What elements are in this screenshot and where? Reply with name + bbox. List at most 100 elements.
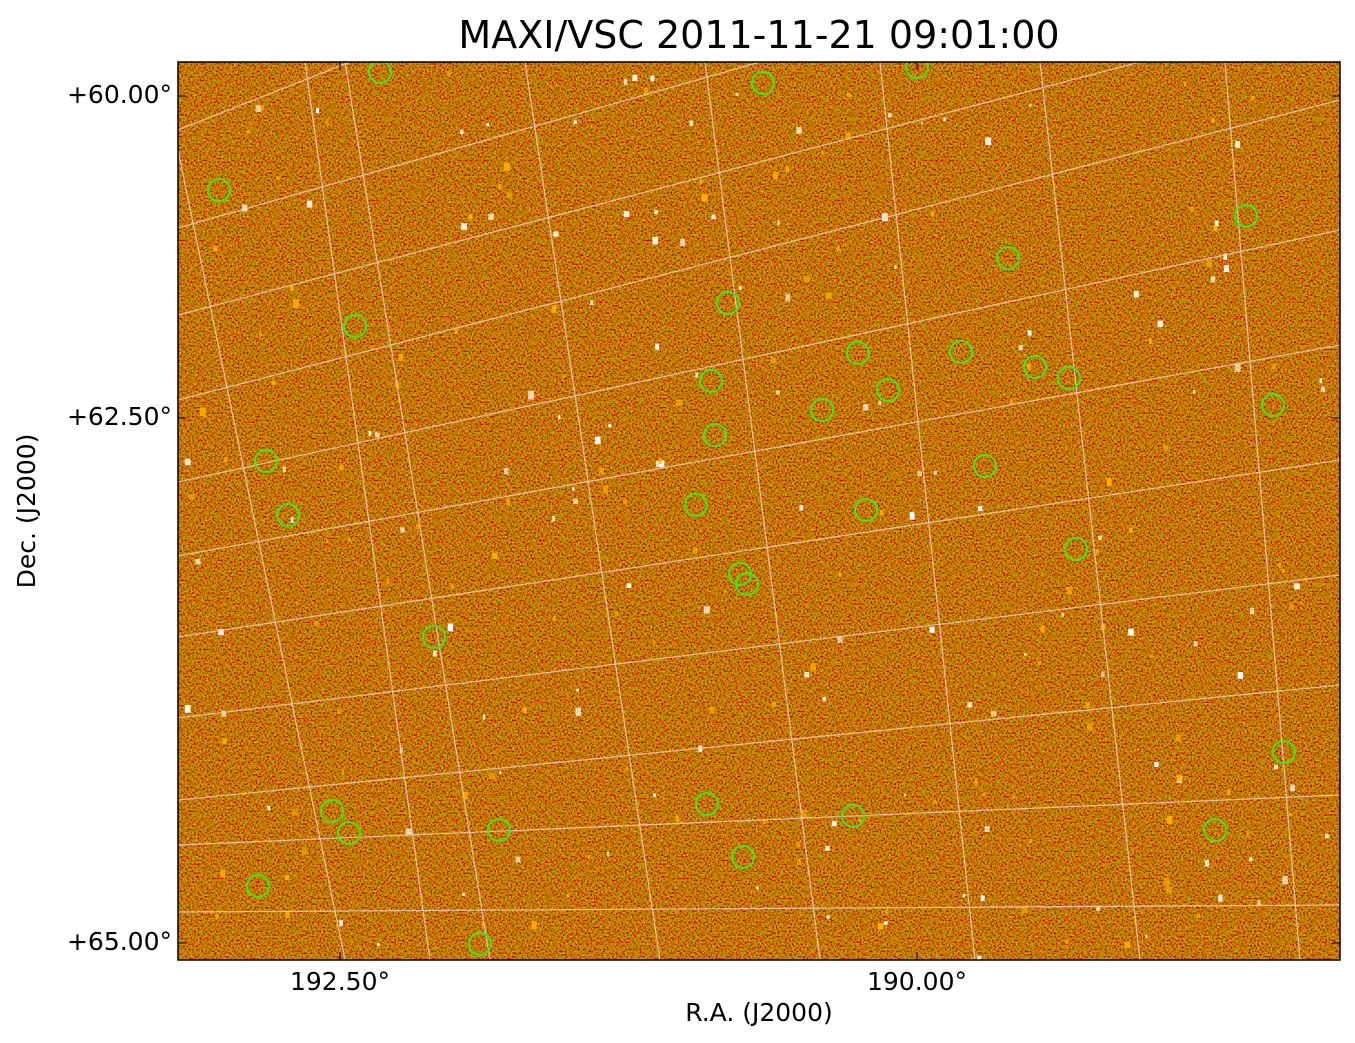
source bbox=[1124, 941, 1131, 949]
catalog-marker bbox=[368, 62, 392, 84]
source bbox=[735, 92, 739, 96]
source bbox=[963, 893, 966, 898]
source bbox=[887, 113, 892, 118]
catalog-marker bbox=[254, 449, 278, 473]
source bbox=[1234, 363, 1241, 373]
source bbox=[314, 621, 319, 626]
source bbox=[241, 204, 248, 212]
source bbox=[1040, 625, 1045, 633]
source bbox=[587, 854, 590, 859]
source bbox=[904, 793, 907, 797]
source bbox=[1271, 363, 1276, 370]
source bbox=[762, 819, 767, 824]
source bbox=[260, 105, 264, 111]
source bbox=[1175, 734, 1182, 742]
source bbox=[1128, 628, 1134, 636]
source bbox=[576, 688, 579, 692]
source bbox=[1024, 653, 1027, 656]
sky-noise bbox=[178, 62, 1340, 960]
source bbox=[1235, 140, 1240, 148]
source bbox=[446, 70, 451, 77]
source bbox=[1106, 478, 1112, 486]
source bbox=[348, 538, 351, 542]
source bbox=[1218, 894, 1223, 902]
source bbox=[339, 920, 343, 927]
source bbox=[599, 467, 604, 475]
source bbox=[1193, 641, 1198, 647]
grid-line bbox=[178, 459, 1340, 638]
source bbox=[703, 606, 710, 614]
source bbox=[885, 909, 889, 915]
source bbox=[400, 527, 405, 533]
source bbox=[184, 458, 191, 466]
grid-line bbox=[304, 62, 431, 960]
y-tick-label: +60.00° bbox=[67, 80, 172, 109]
source bbox=[777, 220, 780, 226]
source bbox=[980, 895, 985, 901]
source bbox=[858, 818, 862, 823]
source bbox=[1098, 535, 1103, 540]
grid-line bbox=[178, 229, 1340, 483]
grid-line bbox=[178, 62, 761, 229]
source bbox=[796, 842, 801, 848]
source bbox=[1250, 95, 1255, 101]
source bbox=[771, 701, 777, 708]
source bbox=[1037, 661, 1041, 665]
catalog-marker bbox=[996, 246, 1020, 270]
catalog-marker bbox=[846, 341, 870, 365]
source bbox=[553, 231, 559, 237]
source bbox=[572, 498, 578, 505]
source bbox=[1012, 795, 1016, 799]
source bbox=[594, 436, 601, 445]
catalog-marker bbox=[276, 503, 300, 527]
source bbox=[553, 616, 556, 621]
source bbox=[184, 704, 191, 713]
source bbox=[481, 922, 485, 927]
source bbox=[246, 129, 250, 134]
source bbox=[804, 671, 810, 678]
source bbox=[1193, 389, 1196, 394]
source bbox=[1061, 612, 1064, 617]
source bbox=[572, 487, 575, 491]
source bbox=[1248, 857, 1253, 862]
source bbox=[1257, 900, 1261, 906]
source bbox=[709, 707, 715, 713]
source bbox=[282, 466, 286, 473]
grid-line bbox=[178, 149, 346, 960]
source bbox=[1223, 253, 1228, 261]
catalog-marker bbox=[1057, 366, 1081, 390]
source bbox=[623, 211, 630, 217]
source bbox=[831, 820, 837, 827]
source bbox=[337, 710, 341, 715]
source bbox=[653, 793, 657, 798]
source bbox=[1319, 378, 1323, 383]
source bbox=[652, 236, 659, 245]
source bbox=[1145, 934, 1148, 939]
source bbox=[488, 213, 494, 220]
source bbox=[1184, 81, 1187, 87]
source bbox=[654, 210, 659, 215]
title: MAXI/VSC 2011-11-21 09:01:00 bbox=[458, 13, 1059, 57]
source bbox=[624, 767, 629, 771]
source bbox=[799, 504, 804, 511]
source bbox=[689, 120, 693, 126]
source bbox=[503, 468, 509, 475]
source bbox=[1289, 603, 1294, 610]
source bbox=[977, 955, 982, 960]
source bbox=[506, 192, 512, 199]
source bbox=[218, 629, 224, 636]
catalog-marker bbox=[949, 340, 973, 364]
source bbox=[1246, 831, 1250, 837]
source bbox=[575, 707, 582, 716]
source bbox=[977, 505, 983, 512]
source bbox=[1085, 701, 1091, 709]
source bbox=[810, 663, 817, 672]
source bbox=[825, 846, 830, 852]
source bbox=[724, 589, 727, 593]
source bbox=[224, 456, 228, 463]
source bbox=[796, 127, 802, 134]
source bbox=[1148, 338, 1152, 344]
source bbox=[826, 915, 830, 919]
source bbox=[821, 151, 825, 156]
